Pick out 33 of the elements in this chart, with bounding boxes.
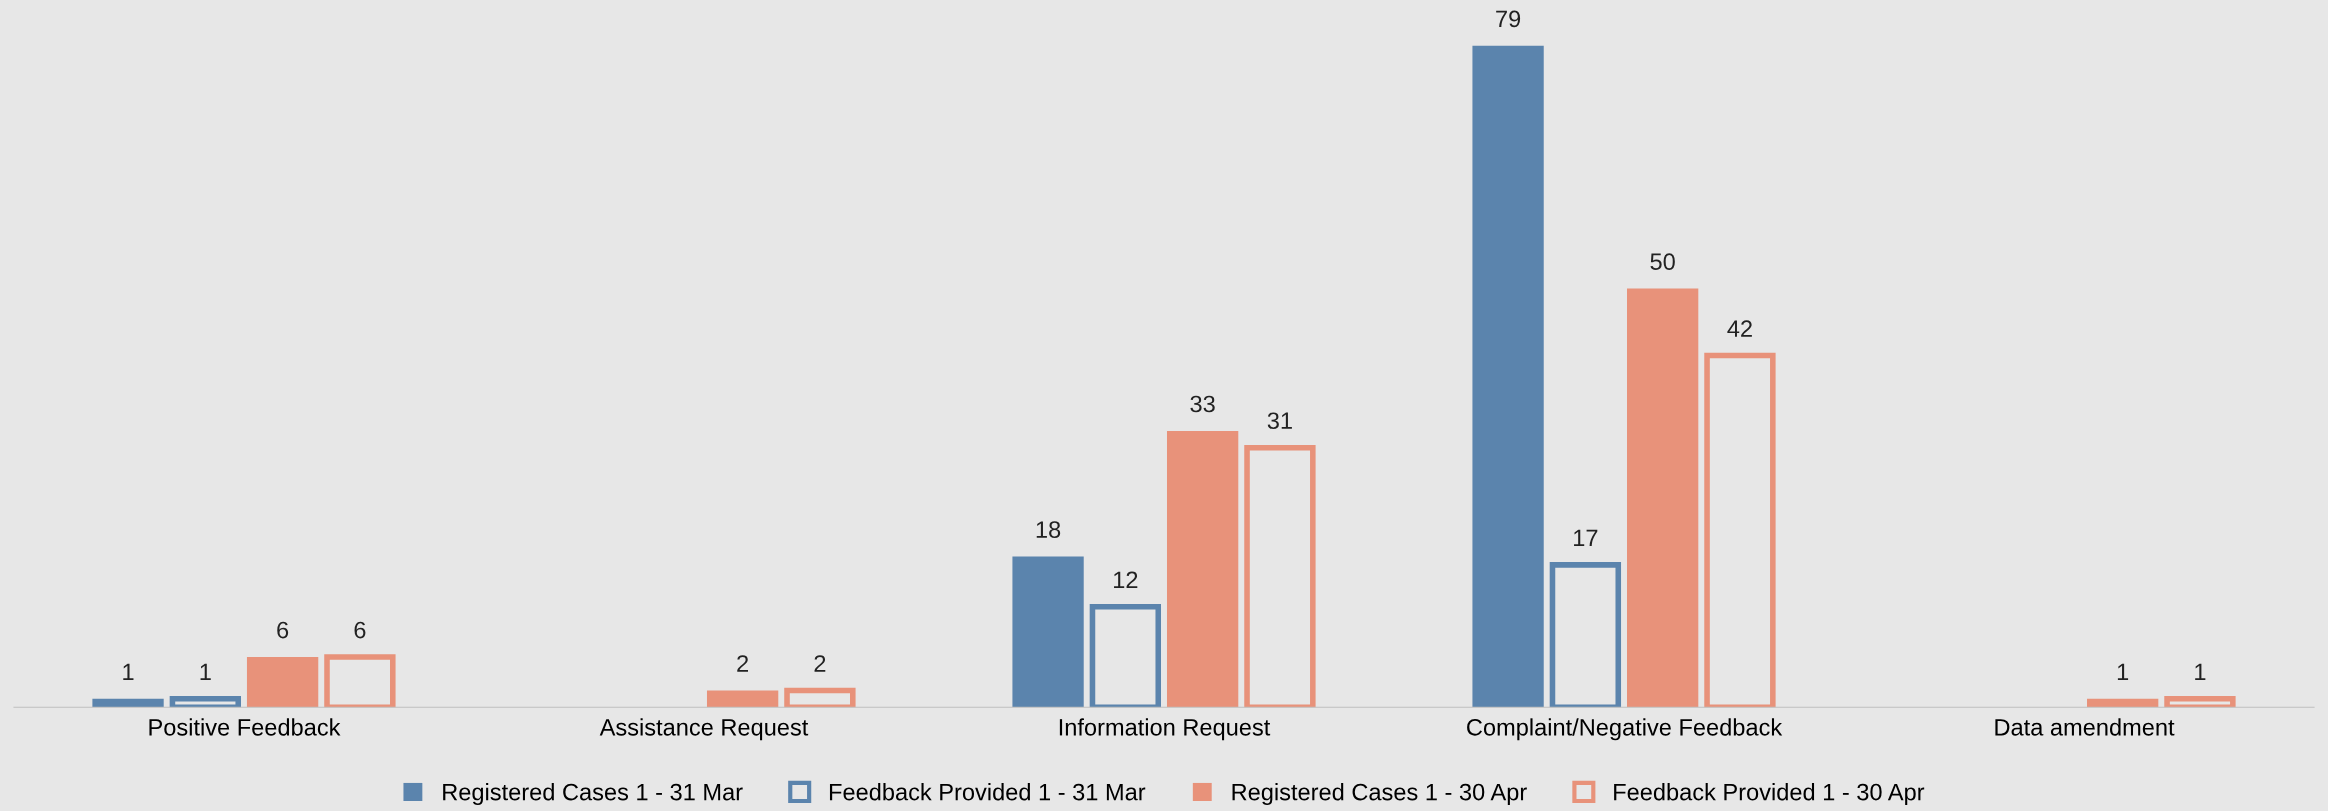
data-label: 1 (2195, 663, 2206, 681)
data-label: 31 (1267, 412, 1292, 430)
data-label: 1 (2117, 663, 2129, 681)
data-label: 6 (354, 621, 366, 639)
bar (2087, 698, 2159, 708)
legend-label: Feedback Provided 1 - 30 Apr (1614, 783, 1925, 806)
bar (1472, 45, 1544, 708)
bar (706, 690, 779, 708)
x-tick-label: Positive Feedback (149, 718, 341, 736)
bar (1012, 556, 1084, 708)
legend-label: Registered Cases 1 - 31 Mar (443, 783, 743, 806)
data-label: 17 (1574, 529, 1598, 547)
x-tick-label: Assistance Request (599, 718, 809, 741)
bar (246, 656, 319, 708)
x-tick-label: Information Request (1059, 718, 1271, 741)
data-label: 1 (123, 663, 134, 681)
bar (92, 698, 164, 708)
legend-label: Feedback Provided 1 - 31 Mar (829, 783, 1146, 801)
data-label: 1 (200, 663, 211, 681)
data-label: 50 (1650, 253, 1675, 271)
bar (1166, 430, 1239, 708)
data-label: 2 (737, 655, 749, 672)
data-label: 42 (1727, 320, 1752, 337)
data-label: 79 (1496, 10, 1521, 28)
data-label: 12 (1114, 571, 1138, 588)
data-label: 18 (1036, 521, 1061, 538)
x-tick-label: Complaint/Negative Feedback (1467, 718, 1783, 741)
legend-label: Registered Cases 1 - 30 Apr (1232, 783, 1527, 806)
x-tick-label: Data amendment (1995, 718, 2175, 736)
data-label: 6 (277, 621, 289, 639)
data-label: 2 (814, 655, 826, 672)
data-label: 33 (1190, 395, 1215, 413)
bar (1627, 288, 1699, 708)
